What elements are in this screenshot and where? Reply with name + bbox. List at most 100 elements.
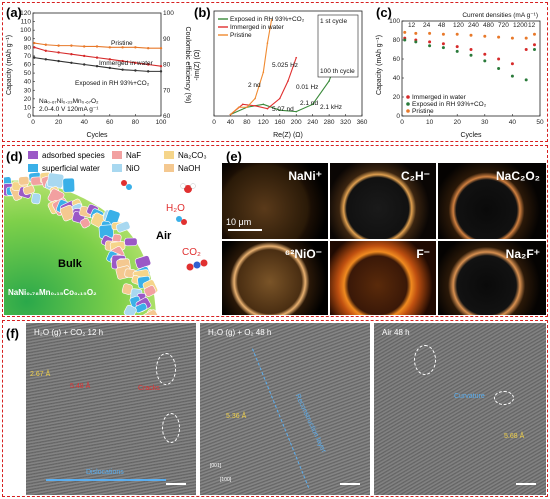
xlabel-b: Re(Z) (Ω) <box>273 132 303 139</box>
data-point <box>311 103 314 106</box>
dislocation-line <box>46 479 166 481</box>
title-c: Current densities (mA g⁻¹) <box>462 12 538 19</box>
x-tick-label: 100 <box>156 119 167 126</box>
y-tick-label: 80 <box>24 44 32 51</box>
data-point <box>287 80 289 82</box>
data-point <box>229 113 232 116</box>
label-f1-267: 2.67 Å <box>30 371 51 378</box>
gas-molecule-top <box>121 180 132 190</box>
data-point <box>121 68 124 71</box>
data-point <box>428 31 432 35</box>
data-point <box>262 71 265 74</box>
data-point <box>510 36 514 40</box>
annotation-a-formula: Na₀.₆₇Ni₀.₃₃Mn₀.₆₇O₂ <box>39 98 99 105</box>
data-point <box>121 59 124 63</box>
scale-bar-e <box>228 229 262 231</box>
label-f2-100: [100] <box>220 477 232 483</box>
data-point <box>147 46 150 50</box>
data-point <box>159 65 163 68</box>
data-point <box>44 58 47 61</box>
tile-label-nani: NaNi⁺ <box>288 169 322 183</box>
data-point <box>510 74 514 78</box>
ylabel-a-left: Capacity (mAh g⁻¹) <box>6 35 13 95</box>
data-point <box>497 67 501 70</box>
surface-grain <box>123 304 137 315</box>
surface-grain <box>143 285 157 297</box>
data-point <box>278 109 281 111</box>
xlabel-a: Cycles <box>86 132 108 139</box>
legend-d-na2co3: Na₂CO₃ <box>178 151 207 160</box>
y-tick-label: 60 <box>24 62 32 69</box>
legend-marker <box>406 95 410 99</box>
data-point <box>147 63 150 66</box>
legend-label: Exposed in RH 93%+CO₂ <box>230 16 305 23</box>
chart-b: (b) 0 40 80 120 160 200 240 280 320 360 Exposed i… <box>194 5 368 139</box>
legend-d-naoh: NaOH <box>178 164 200 173</box>
x-tick-label: 360 <box>357 119 368 126</box>
tile-c2h: C₂H⁻ <box>330 163 436 239</box>
rate-label: 12 <box>408 22 416 29</box>
rate-labels-c: 12 24 48 120 240 480 720 1200 12 <box>408 22 536 29</box>
rate-label: 120 <box>453 22 464 29</box>
data-point <box>83 54 86 58</box>
data-point <box>83 63 86 66</box>
x-tick-label: 50 <box>536 119 544 126</box>
x-tick-label: 40 <box>509 119 517 126</box>
rate-label: 720 <box>498 22 509 29</box>
y-tick-label: 30 <box>24 87 32 94</box>
data-point <box>121 46 124 49</box>
tile-na2f: Na₂F⁺ <box>438 241 546 315</box>
scale-bar-f3 <box>516 483 536 485</box>
hrtem-image-3: Air 48 h Curvature 5.68 Å <box>374 323 546 495</box>
data-point <box>441 32 445 36</box>
y2-tick-label: 70 <box>163 87 171 94</box>
label-h2o: H₂O <box>166 203 185 214</box>
y-tick-label: 120 <box>20 10 31 17</box>
data-point <box>70 61 73 64</box>
y-tick-label: 0 <box>396 113 400 120</box>
data-point <box>270 18 273 21</box>
bulk-particle <box>4 180 156 315</box>
panel-group-f <box>2 320 548 497</box>
data-point <box>70 53 73 56</box>
data-point <box>95 56 99 59</box>
annotation-b-21nd: 2.1 nd <box>300 100 318 107</box>
data-point <box>134 61 137 64</box>
label-bulk: Bulk <box>58 258 83 270</box>
data-point <box>266 42 269 44</box>
y-tick-label: 80 <box>393 37 401 44</box>
y-tick-label: 90 <box>24 36 32 43</box>
surface-grain <box>115 221 131 233</box>
x-tick-label: 30 <box>481 119 489 126</box>
panel-label-e: (e) <box>226 149 242 164</box>
x-tick-label: 0 <box>212 119 216 126</box>
scale-bar-f1 <box>166 483 186 485</box>
data-point <box>295 110 298 113</box>
legend-d-water: superficial water <box>42 164 100 173</box>
ylabel-c: Capacity (mAh g⁻¹) <box>376 35 383 95</box>
surface-grain <box>124 237 138 247</box>
caption-f2: H₂O (g) + O₂ 48 h <box>208 328 272 337</box>
annotation-b-001hz: 0.01 Hz <box>296 84 318 91</box>
data-point <box>469 48 473 51</box>
legend-d-adsorbed: adsorbed species <box>42 151 105 160</box>
legend-label: Exposed in RH 93%+CO₂ <box>412 101 487 108</box>
schematic-d: (d) adsorbed species NaF Na₂CO₃ superfic… <box>4 149 208 315</box>
plot-frame-b <box>213 10 363 117</box>
data-point <box>278 97 281 100</box>
y-tick-label: 40 <box>393 75 401 82</box>
data-point <box>241 103 244 106</box>
label-f2-reconstruction: Reconstruction layer <box>293 393 327 454</box>
legend-label: Pristine <box>230 32 252 39</box>
data-point <box>414 40 418 44</box>
data-point <box>237 106 240 109</box>
tile-nio: ⁶²NiO⁻ <box>222 241 328 315</box>
legend-a-exposed: Exposed in RH 93%+CO₂ <box>75 80 150 87</box>
panel-label-b: (b) <box>194 5 211 20</box>
tile-nac2o2: NaC₂O₂ <box>438 163 546 239</box>
crack-ellipse-2 <box>162 413 180 443</box>
x-tick-label: 80 <box>132 119 140 126</box>
y-tick-label: 20 <box>393 94 401 101</box>
data-point <box>524 48 528 51</box>
